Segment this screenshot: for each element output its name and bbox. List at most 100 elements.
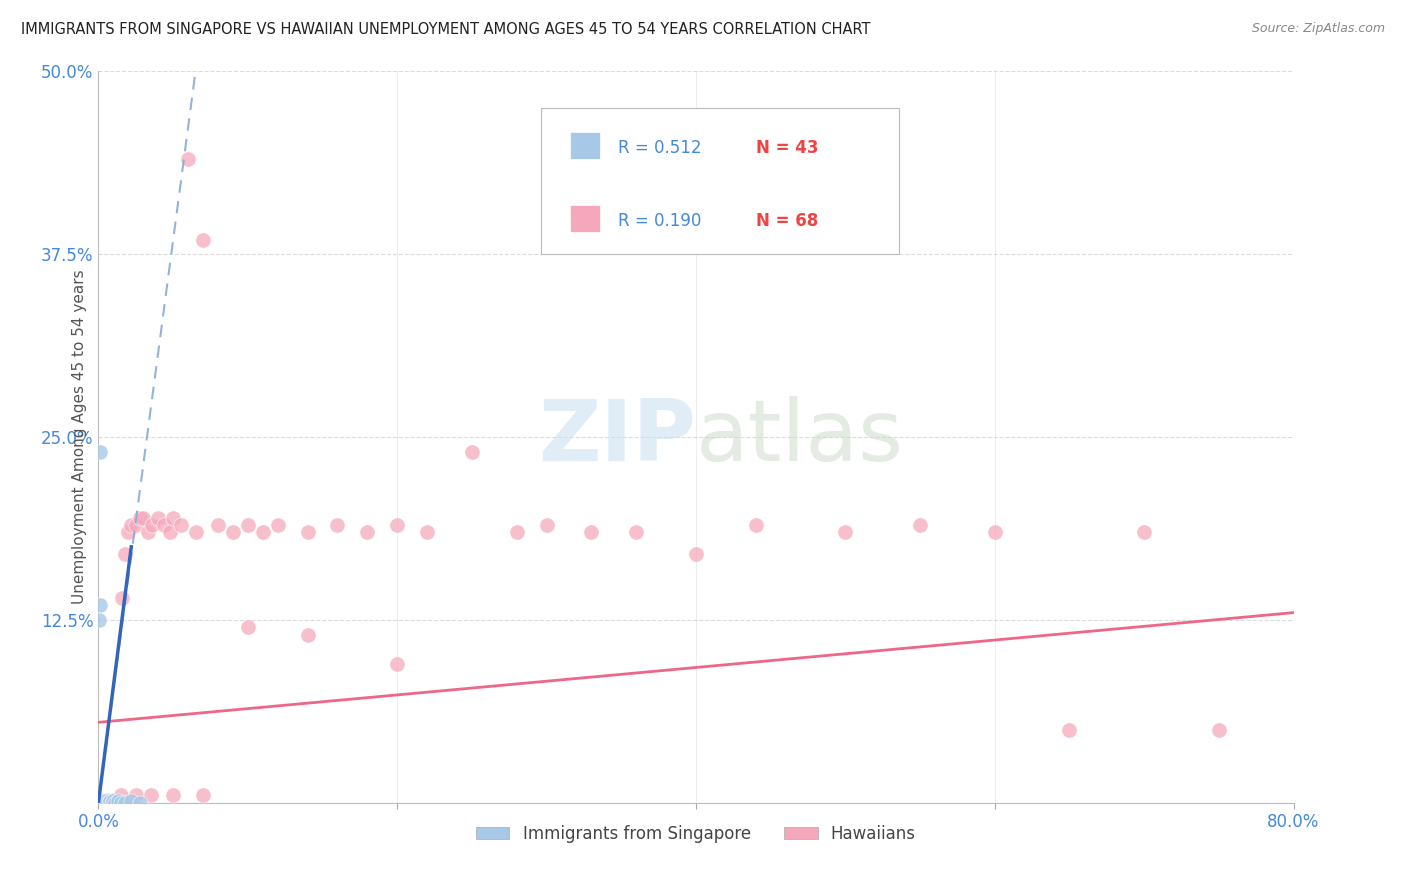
Point: [132, 510, 155, 524]
Point: [236, 517, 259, 532]
Point: [125, 789, 148, 803]
Point: [159, 525, 181, 540]
Point: [1133, 525, 1156, 540]
FancyBboxPatch shape: [541, 108, 900, 254]
Point: [94, 796, 117, 810]
Point: [89, 796, 111, 810]
Point: [101, 796, 124, 810]
Point: [98, 794, 122, 808]
Point: [103, 793, 125, 807]
Text: IMMIGRANTS FROM SINGAPORE VS HAWAIIAN UNEMPLOYMENT AMONG AGES 45 TO 54 YEARS COR: IMMIGRANTS FROM SINGAPORE VS HAWAIIAN UN…: [21, 22, 870, 37]
Point: [89, 796, 111, 810]
Point: [101, 796, 124, 810]
Point: [93, 794, 115, 808]
Point: [89, 793, 111, 807]
Point: [191, 789, 214, 803]
Point: [236, 620, 259, 634]
Point: [89, 796, 111, 810]
Point: [89, 613, 111, 627]
Point: [94, 796, 117, 810]
Point: [326, 517, 349, 532]
Point: [104, 794, 127, 808]
Point: [107, 794, 129, 808]
Point: [91, 794, 114, 808]
Point: [90, 796, 112, 810]
Point: [90, 796, 112, 810]
Point: [91, 796, 114, 810]
Point: [207, 517, 229, 532]
Bar: [571, 132, 600, 159]
Legend: Immigrants from Singapore, Hawaiians: Immigrants from Singapore, Hawaiians: [470, 818, 922, 849]
Y-axis label: Unemployment Among Ages 45 to 54 years: Unemployment Among Ages 45 to 54 years: [72, 269, 87, 605]
Point: [89, 796, 111, 810]
Text: ZIP: ZIP: [538, 395, 696, 479]
Point: [89, 599, 111, 613]
Point: [297, 525, 319, 540]
Point: [111, 591, 134, 605]
Text: R = 0.512: R = 0.512: [619, 139, 702, 157]
Point: [252, 525, 274, 540]
Point: [141, 517, 163, 532]
Point: [89, 794, 111, 808]
Point: [91, 794, 114, 808]
Point: [117, 525, 139, 540]
Point: [162, 789, 184, 803]
Point: [1059, 723, 1081, 737]
Point: [685, 547, 707, 561]
Point: [581, 525, 603, 540]
Point: [536, 517, 558, 532]
Bar: [571, 205, 600, 232]
Point: [89, 794, 111, 808]
Point: [153, 517, 176, 532]
Point: [89, 796, 111, 810]
Point: [267, 517, 290, 532]
Point: [89, 444, 111, 458]
Point: [97, 793, 120, 807]
Point: [184, 525, 207, 540]
Point: [356, 525, 378, 540]
Point: [96, 794, 118, 808]
Point: [89, 794, 111, 808]
Point: [98, 794, 122, 808]
Point: [177, 152, 200, 166]
Point: [90, 796, 112, 810]
Point: [506, 525, 529, 540]
Point: [103, 794, 125, 808]
Point: [90, 794, 112, 808]
Point: [162, 510, 184, 524]
Text: atlas: atlas: [696, 395, 904, 479]
Point: [745, 517, 768, 532]
Point: [97, 796, 120, 810]
Point: [110, 796, 132, 810]
Point: [107, 794, 129, 808]
Point: [114, 796, 136, 810]
Point: [834, 525, 856, 540]
Point: [91, 796, 114, 810]
Point: [96, 796, 118, 810]
Point: [385, 657, 409, 671]
Point: [129, 796, 152, 810]
Point: [104, 796, 127, 810]
Point: [91, 793, 114, 807]
Point: [89, 794, 111, 808]
Point: [120, 794, 142, 808]
Point: [908, 517, 931, 532]
Point: [114, 796, 136, 810]
Point: [129, 510, 152, 524]
Point: [91, 796, 114, 810]
Point: [148, 510, 170, 524]
Text: R = 0.190: R = 0.190: [619, 212, 702, 230]
Point: [416, 525, 439, 540]
Point: [105, 796, 128, 810]
Point: [114, 547, 136, 561]
Point: [191, 233, 214, 247]
Point: [93, 796, 115, 810]
Point: [94, 796, 117, 810]
Point: [139, 789, 162, 803]
Point: [984, 525, 1007, 540]
Point: [91, 796, 114, 810]
Point: [96, 796, 118, 810]
Point: [385, 517, 409, 532]
Point: [169, 517, 191, 532]
Point: [93, 794, 115, 808]
